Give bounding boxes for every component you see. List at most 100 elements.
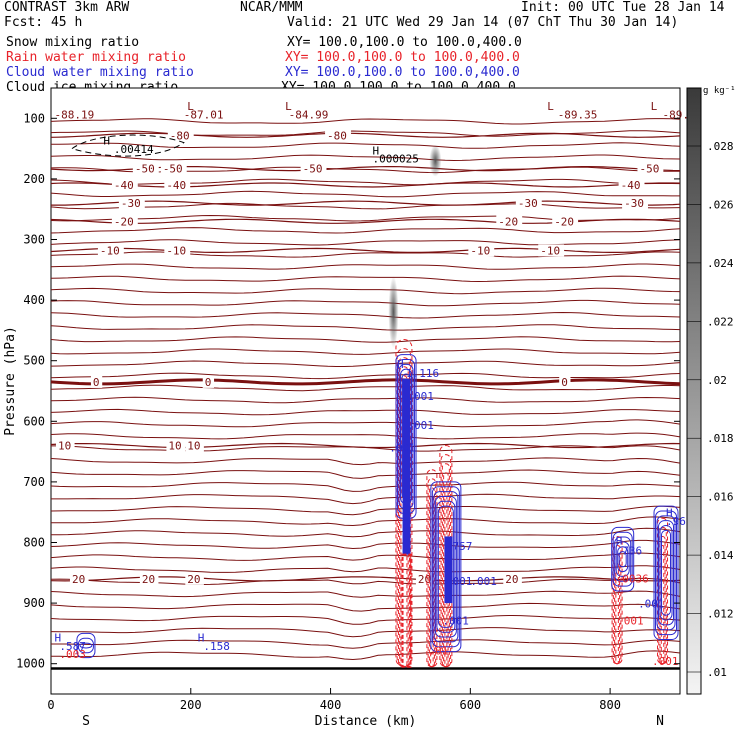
isotherm-label: 10 xyxy=(58,440,71,453)
forecast-hour: Fcst: 45 h xyxy=(4,15,83,30)
isotherm-label: 0 xyxy=(93,376,100,389)
isotherm-label: -20 xyxy=(554,215,574,228)
isotherm-label: 20 xyxy=(418,573,431,586)
temp-extremum-label: -84.99 xyxy=(289,108,329,121)
cloud-water-contour xyxy=(617,546,629,573)
colorbar-tick-label: .018 xyxy=(707,432,734,445)
isotherm-line xyxy=(50,275,681,283)
isotherm-label-bg xyxy=(164,244,191,257)
field-max-label: .003 xyxy=(59,648,86,661)
isotherm-10 xyxy=(50,442,681,449)
x-tick-label: 200 xyxy=(180,698,202,712)
isotherm-label-bg xyxy=(185,439,204,452)
legend-rain: Rain water mixing ratio xyxy=(6,50,187,65)
field-max-label: H xyxy=(397,358,404,371)
field-max-label: .736 xyxy=(616,545,643,558)
cloud-water-contour xyxy=(434,495,457,638)
field-max-label: .01 xyxy=(428,645,448,658)
isotherm-line xyxy=(50,118,681,125)
x-tick-label: 800 xyxy=(599,698,621,712)
y-tick-label: 600 xyxy=(23,414,45,428)
colorbar-tick-label: .026 xyxy=(707,198,734,211)
field-max-label: .966 xyxy=(666,515,693,528)
y-tick-label: 100 xyxy=(23,111,45,125)
field-max-label: H xyxy=(666,506,673,519)
isotherm-line xyxy=(50,539,681,550)
isotherm-line xyxy=(50,360,681,367)
x-axis-label: Distance (km) xyxy=(315,714,417,729)
legend-cloud-water: Cloud water mixing ratio xyxy=(6,65,194,80)
snow-shading xyxy=(388,276,399,349)
isotherm-label: -50 xyxy=(303,163,323,176)
isotherm-label-bg xyxy=(538,244,565,257)
cloud-ice-contour xyxy=(70,134,185,157)
isotherm-label-bg xyxy=(118,197,145,210)
rain-contour xyxy=(615,563,619,665)
isotherm-line xyxy=(50,299,681,307)
field-max-label: .00414 xyxy=(114,143,154,156)
colorbar-tick-label: .01 xyxy=(707,666,727,679)
isotherm-label-bg xyxy=(622,197,648,210)
rain-contour xyxy=(443,472,449,668)
colorbar-tick-label: .024 xyxy=(707,257,734,270)
cloud-water-contour xyxy=(612,531,633,587)
y-axis-label: Pressure (hPa) xyxy=(3,326,18,436)
isotherm-label: -50 xyxy=(163,163,183,176)
isotherm-line xyxy=(50,372,681,380)
isotherm-label: 20 xyxy=(142,573,155,586)
isotherm-line xyxy=(50,565,681,573)
field-max-label: .158 xyxy=(203,640,230,653)
isotherm-label-bg xyxy=(618,178,645,191)
y-tick-label: 1000 xyxy=(16,657,45,671)
cloud-water-contour xyxy=(655,510,678,636)
rain-contour xyxy=(611,535,623,665)
cloud-water-contour xyxy=(76,632,96,659)
cloud-water-contour xyxy=(77,637,94,654)
field-max-label: .001 xyxy=(617,614,644,627)
agency-label: NCAR/MMM xyxy=(240,0,303,15)
isotherm-label: -20 xyxy=(498,215,518,228)
cloud-water-contour xyxy=(661,529,672,616)
y-tick-label: 400 xyxy=(23,293,45,307)
isotherm-line xyxy=(50,384,681,392)
isotherm-label: 20 xyxy=(72,573,85,586)
isotherm-label: -30 xyxy=(624,197,644,210)
isotherm-line xyxy=(50,263,681,270)
isotherm-label: -50 xyxy=(135,163,155,176)
isotherm-label-bg xyxy=(111,215,138,228)
isotherm-label-bg xyxy=(185,572,204,585)
xy-cloud-water: XY= 100.0,100.0 to 100.0,400.0 xyxy=(285,65,520,80)
y-tick-label: 500 xyxy=(23,354,45,368)
isotherm-line xyxy=(50,202,681,210)
y-tick-label: 900 xyxy=(23,596,45,610)
cloud-water-contour xyxy=(437,505,454,628)
isotherm-line xyxy=(50,227,681,234)
cloud-water-contour xyxy=(430,481,462,653)
cloud-water-contour xyxy=(433,491,459,643)
isotherm--10 xyxy=(50,247,681,253)
colorbar-tick-label: .016 xyxy=(707,491,734,504)
field-max-label: H xyxy=(372,145,379,158)
temp-extremum-label: -89.35 xyxy=(558,108,598,121)
isotherm-line xyxy=(50,130,681,137)
isotherm-label-bg xyxy=(111,178,138,191)
field-max-label: .757 xyxy=(446,540,473,553)
isotherm-label: -40 xyxy=(114,179,134,192)
cloud-water-contour xyxy=(615,541,630,577)
x-end-label-north: N xyxy=(656,714,664,729)
isotherm-label: -80 xyxy=(170,129,190,142)
isotherm-label: 0 xyxy=(205,376,212,389)
field-max-label: .001 xyxy=(470,575,497,588)
field-max-label: .001 xyxy=(407,390,434,403)
valid-time: Valid: 21 UTC Wed 29 Jan 14 (07 ChT Thu … xyxy=(287,15,679,30)
isotherm-label-bg xyxy=(97,244,124,257)
x-end-label-south: S xyxy=(82,714,90,729)
isotherm-line xyxy=(50,469,681,479)
x-tick-label: 400 xyxy=(320,698,342,712)
temp-extremum-label: L xyxy=(547,100,554,113)
field-max-label: .0036 xyxy=(616,572,649,585)
temp-extremum-label: L xyxy=(187,100,194,113)
isotherm-label: 10 xyxy=(187,440,200,453)
colorbar-tick-label: .014 xyxy=(707,549,734,562)
isotherm-label: -40 xyxy=(621,179,641,192)
